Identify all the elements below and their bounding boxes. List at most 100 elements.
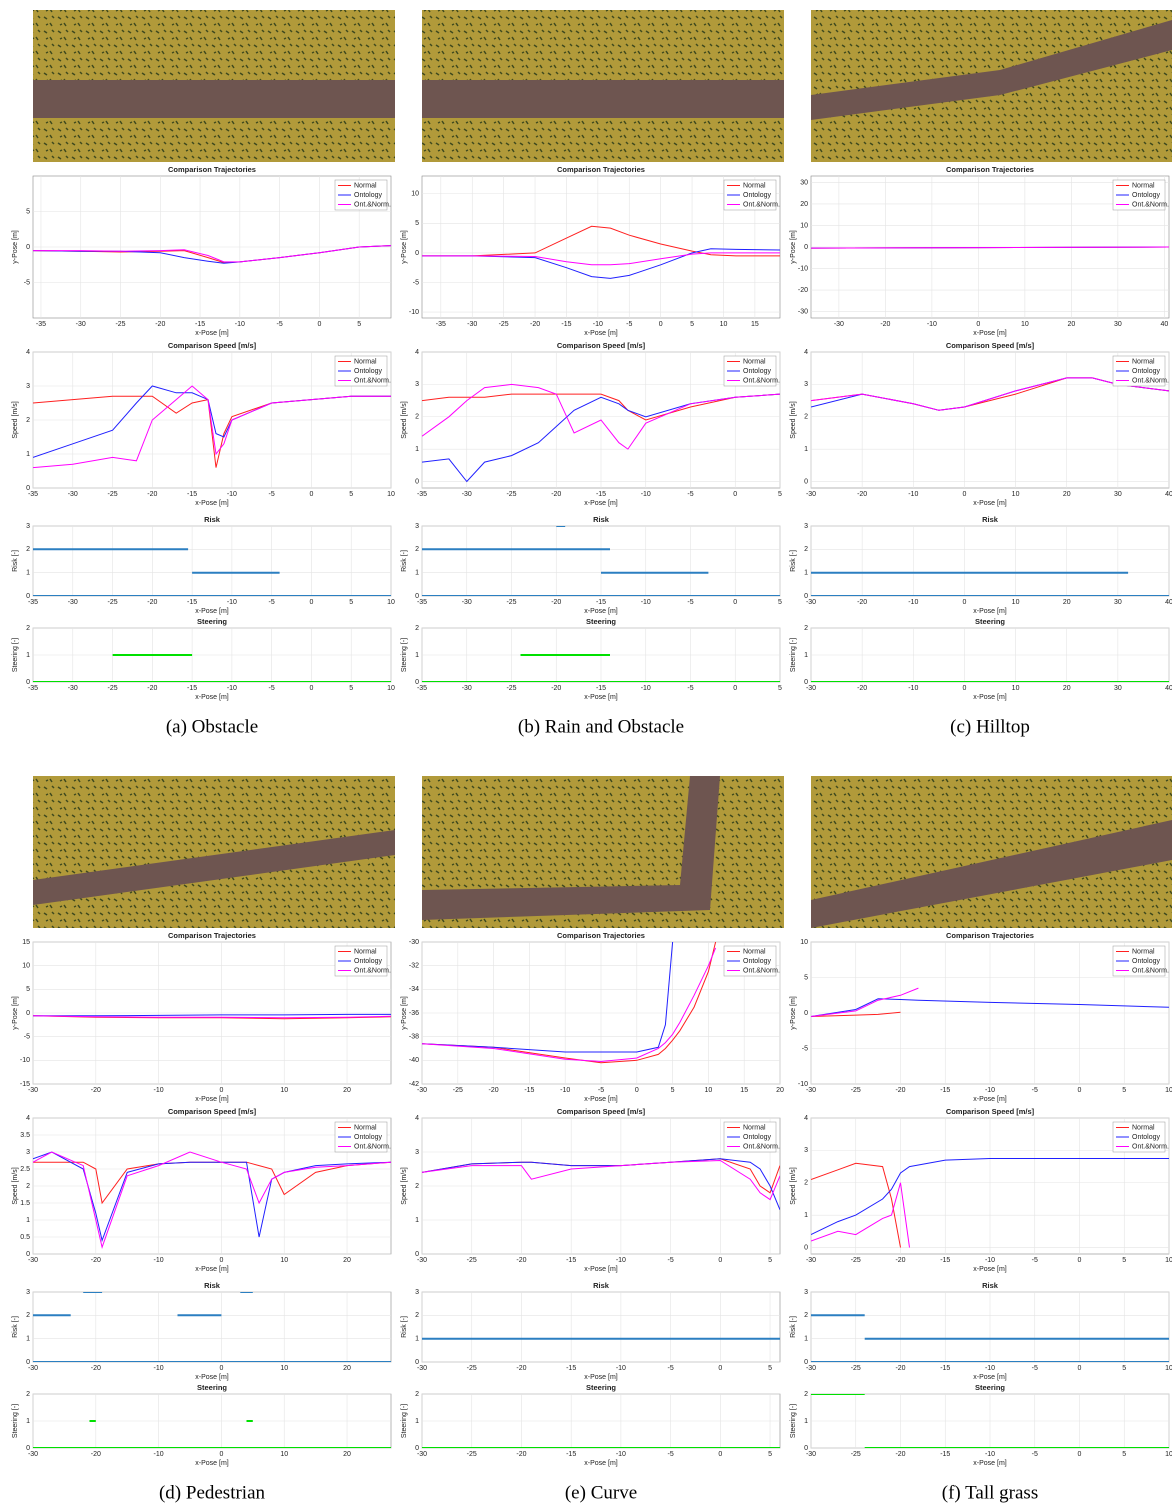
x-tick-label: 5 xyxy=(1122,1451,1126,1458)
legend-label: Normal xyxy=(354,358,377,365)
y-tick-label: 2 xyxy=(26,1312,30,1319)
y-tick-label: 0 xyxy=(804,244,808,251)
x-tick-label: 0 xyxy=(962,491,966,498)
x-tick-label: -20 xyxy=(91,1365,101,1372)
x-tick-label: 0 xyxy=(1078,1257,1082,1264)
y-axis-label: Steering [-] xyxy=(790,638,797,672)
y-tick-label: 1 xyxy=(415,570,419,577)
legend-label: Ontology xyxy=(354,368,383,375)
y-tick-label: 1.5 xyxy=(20,1200,30,1207)
x-tick-label: -30 xyxy=(806,599,816,606)
y-tick-label: 3 xyxy=(415,523,419,530)
x-tick-label: -5 xyxy=(687,599,693,606)
y-tick-label: -5 xyxy=(802,1045,808,1052)
x-tick-label: 0 xyxy=(219,1257,223,1264)
y-tick-label: -36 xyxy=(409,1010,419,1017)
x-tick-label: 5 xyxy=(1122,1365,1126,1372)
chart: Comparison Trajectoriesx-Pose [m]y-Pose … xyxy=(790,931,1172,1103)
x-tick-label: -25 xyxy=(506,491,516,498)
y-tick-label: 0 xyxy=(804,478,808,485)
x-axis-label: x-Pose [m] xyxy=(195,1266,229,1273)
y-tick-label: 1 xyxy=(26,1217,30,1224)
x-tick-label: 20 xyxy=(776,1087,784,1094)
x-tick-label: 40 xyxy=(1160,321,1168,328)
x-tick-label: -30 xyxy=(806,1257,816,1264)
x-tick-label: 0 xyxy=(976,321,980,328)
y-tick-label: 1 xyxy=(26,652,30,659)
y-tick-label: 0 xyxy=(804,679,808,686)
x-tick-label: -15 xyxy=(940,1451,950,1458)
legend-label: Ontology xyxy=(354,192,383,199)
x-tick-label: -10 xyxy=(154,1257,164,1264)
x-tick-label: 5 xyxy=(671,1087,675,1094)
x-tick-label: -10 xyxy=(908,599,918,606)
legend-label: Ontology xyxy=(1132,368,1161,375)
x-axis-label: x-Pose [m] xyxy=(973,500,1007,507)
legend-label: Ont.&Norm. xyxy=(743,967,780,974)
x-tick-label: 0 xyxy=(1078,1087,1082,1094)
legend: NormalOntologyOnt.&Norm. xyxy=(335,946,391,976)
x-tick-label: -25 xyxy=(506,685,516,692)
x-tick-label: -35 xyxy=(417,491,427,498)
x-tick-label: -5 xyxy=(667,1451,673,1458)
y-tick-label: 1 xyxy=(26,451,30,458)
y-tick-label: 4 xyxy=(415,1115,419,1122)
x-tick-label: -5 xyxy=(269,685,275,692)
legend-label: Normal xyxy=(743,1124,766,1131)
x-tick-label: 5 xyxy=(778,685,782,692)
y-tick-label: 0 xyxy=(26,1445,30,1452)
x-tick-label: -20 xyxy=(516,1365,526,1372)
y-tick-label: 5 xyxy=(415,220,419,227)
x-tick-label: -10 xyxy=(985,1365,995,1372)
legend-label: Ontology xyxy=(743,1134,772,1141)
y-axis-label: y-Pose [m] xyxy=(12,230,19,264)
y-tick-label: 1 xyxy=(415,1418,419,1425)
x-tick-label: 0 xyxy=(733,491,737,498)
x-tick-label: -30 xyxy=(417,1087,427,1094)
x-tick-label: -5 xyxy=(269,491,275,498)
x-tick-label: -30 xyxy=(417,1257,427,1264)
legend-label: Ont.&Norm. xyxy=(1132,967,1169,974)
chart-title: Comparison Speed [m/s] xyxy=(946,341,1035,350)
legend-label: Ontology xyxy=(1132,1134,1161,1141)
x-tick-label: -25 xyxy=(851,1087,861,1094)
y-tick-label: 0 xyxy=(26,593,30,600)
y-tick-label: 2 xyxy=(415,546,419,553)
legend: NormalOntologyOnt.&Norm. xyxy=(724,356,780,386)
x-tick-label: 10 xyxy=(1165,1365,1172,1372)
caption: (b) Rain and Obstacle xyxy=(518,716,684,737)
chart-title: Risk xyxy=(204,1281,221,1290)
y-axis-label: Steering [-] xyxy=(401,638,408,672)
x-tick-label: -25 xyxy=(467,1257,477,1264)
y-axis-label: Speed [m/s] xyxy=(12,401,19,438)
x-tick-label: -25 xyxy=(453,1087,463,1094)
x-tick-label: -10 xyxy=(154,1365,164,1372)
x-axis-label: x-Pose [m] xyxy=(584,608,618,615)
caption: (e) Curve xyxy=(565,1482,637,1503)
chart-title: Comparison Trajectories xyxy=(946,931,1034,940)
x-tick-label: -30 xyxy=(806,491,816,498)
x-tick-label: 0 xyxy=(219,1087,223,1094)
x-axis-label: x-Pose [m] xyxy=(195,330,229,337)
chart: Riskx-Pose [m]Risk [-]-30-25-20-15-10-50… xyxy=(401,1281,780,1381)
y-tick-label: 1 xyxy=(804,1336,808,1343)
x-tick-label: 0 xyxy=(733,599,737,606)
x-axis-label: x-Pose [m] xyxy=(584,1460,618,1467)
legend-label: Normal xyxy=(743,182,766,189)
y-tick-label: -10 xyxy=(798,1081,808,1088)
y-tick-label: 3 xyxy=(804,1147,808,1154)
x-tick-label: 0 xyxy=(718,1451,722,1458)
x-tick-label: -5 xyxy=(1032,1451,1038,1458)
legend: NormalOntologyOnt.&Norm. xyxy=(724,180,780,210)
x-tick-label: -25 xyxy=(506,599,516,606)
y-tick-label: 3 xyxy=(804,523,808,530)
y-tick-label: 2 xyxy=(26,1391,30,1398)
legend: NormalOntologyOnt.&Norm. xyxy=(1113,356,1169,386)
legend-label: Normal xyxy=(354,1124,377,1131)
y-tick-label: 3 xyxy=(415,381,419,388)
x-tick-label: -15 xyxy=(940,1257,950,1264)
y-tick-label: 2 xyxy=(804,546,808,553)
x-tick-label: 20 xyxy=(343,1451,351,1458)
